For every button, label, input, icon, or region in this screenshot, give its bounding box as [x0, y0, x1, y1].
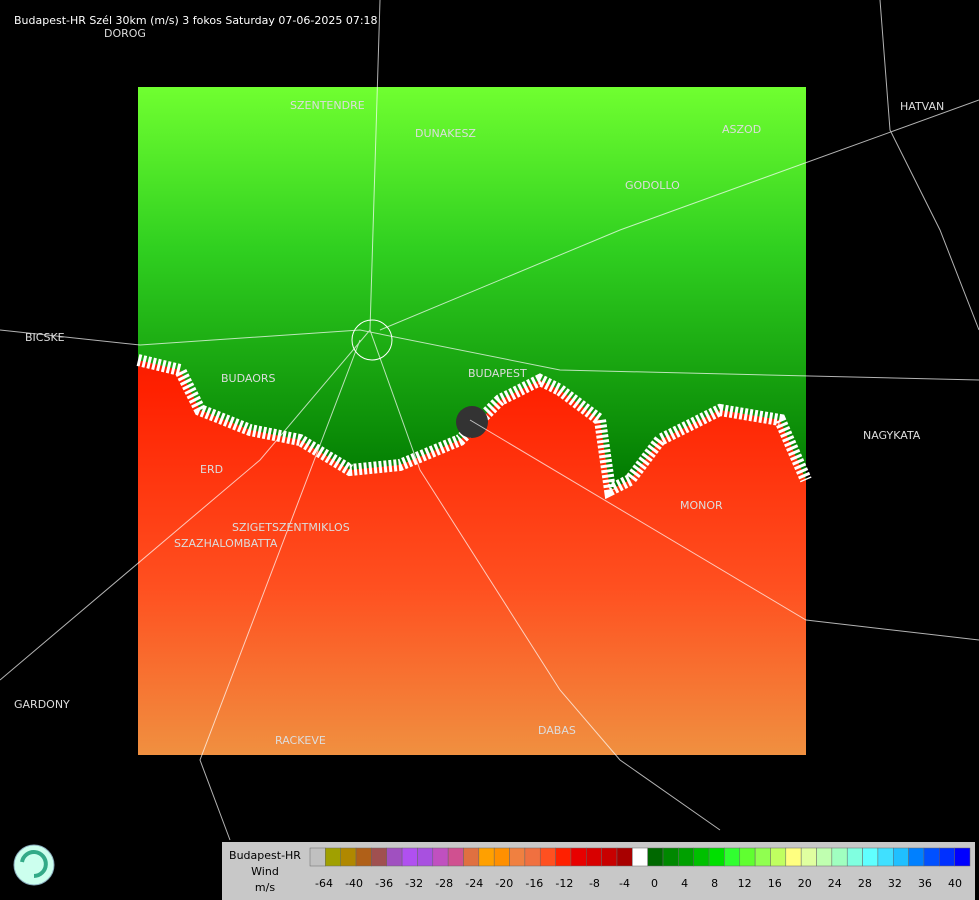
town-label: DABAS	[538, 724, 576, 737]
town-label: DUNAKESZ	[415, 127, 476, 140]
town-label: SZAZHALOMBATTA	[174, 537, 278, 550]
color-cell	[908, 847, 925, 867]
color-cell	[662, 847, 679, 867]
color-cell	[616, 847, 633, 867]
color-cell	[355, 847, 372, 867]
color-cell	[432, 847, 449, 867]
town-label: NAGYKATA	[863, 429, 921, 442]
color-tick-label: -16	[525, 877, 543, 890]
color-cell	[893, 847, 909, 867]
color-cell	[570, 847, 587, 867]
color-tick-label: 4	[681, 877, 688, 890]
color-cell	[678, 847, 694, 867]
color-cell	[325, 847, 341, 867]
color-cell	[831, 847, 848, 867]
color-tick-label: -8	[589, 877, 600, 890]
color-tick-label: -36	[375, 877, 393, 890]
color-cell	[478, 847, 495, 867]
color-tick-label: -40	[345, 877, 363, 890]
color-tick-label: -64	[315, 877, 333, 890]
color-cell	[493, 847, 510, 867]
color-cell	[647, 847, 664, 867]
town-label: ERD	[200, 463, 223, 476]
town-label: DOROG	[104, 27, 146, 40]
color-tick-label: -32	[405, 877, 423, 890]
radar-site	[456, 406, 488, 438]
color-tick-label: 20	[798, 877, 812, 890]
color-cell	[693, 847, 710, 867]
town-label: ASZOD	[722, 123, 761, 136]
color-cell	[862, 847, 879, 867]
color-tick-label: 24	[828, 877, 842, 890]
color-cell	[954, 847, 971, 867]
ring-road	[351, 319, 393, 361]
color-cell	[555, 847, 572, 867]
color-tick-label: -4	[619, 877, 630, 890]
color-cell	[401, 847, 418, 867]
town-label: BUDAORS	[221, 372, 276, 385]
color-cell	[923, 847, 940, 867]
roads	[0, 0, 979, 841]
color-cell	[386, 847, 403, 867]
color-cell	[877, 847, 894, 867]
color-tick-label: 0	[651, 877, 658, 890]
color-cell	[447, 847, 464, 867]
color-tick-label: -28	[435, 877, 453, 890]
legend-unit: m/s	[255, 881, 275, 894]
town-label: SZIGETSZENTMIKLOS	[232, 521, 350, 534]
logo-swirl	[20, 850, 48, 878]
color-cell	[708, 847, 725, 867]
town-label: RACKEVE	[275, 734, 326, 747]
legend-quantity: Wind	[251, 865, 279, 878]
town-label: BICSKE	[25, 331, 65, 344]
color-tick-label: 16	[768, 877, 782, 890]
title: Budapest-HR Szél 30km (m/s) 3 fokos Satu…	[14, 14, 378, 27]
color-cell	[785, 847, 802, 867]
color-cell	[524, 847, 541, 867]
color-tick-label: 12	[738, 877, 752, 890]
town-label: MONOR	[680, 499, 723, 512]
town-label: GARDONY	[14, 698, 70, 711]
color-tick-label: 40	[948, 877, 962, 890]
radar-positive	[138, 87, 806, 490]
color-tick-label: -20	[495, 877, 513, 890]
color-cell	[800, 847, 817, 867]
color-cell	[309, 847, 326, 867]
color-tick-label: 28	[858, 877, 872, 890]
color-cell	[340, 847, 357, 867]
town-label: BUDAPEST	[468, 367, 527, 380]
color-tick-label: 36	[918, 877, 932, 890]
color-cell	[586, 847, 602, 867]
town-label: SZENTENDRE	[290, 99, 365, 112]
color-cell	[816, 847, 833, 867]
color-cell	[601, 847, 618, 867]
color-cell	[939, 847, 955, 867]
color-cell	[846, 847, 863, 867]
color-cell	[770, 847, 787, 867]
color-tick-label: 32	[888, 877, 902, 890]
legend-station: Budapest-HR	[229, 849, 301, 862]
town-label: GODOLLO	[625, 179, 680, 192]
color-tick-label: -24	[465, 877, 483, 890]
town-label: HATVAN	[900, 100, 944, 113]
color-cell	[739, 847, 756, 867]
color-cell	[632, 847, 648, 867]
color-tick-label: 8	[711, 877, 718, 890]
color-cell	[417, 847, 434, 867]
color-cell	[371, 847, 387, 867]
color-tick-label: -12	[555, 877, 573, 890]
color-cell	[509, 847, 526, 867]
color-cell	[754, 847, 771, 867]
color-cell	[463, 847, 480, 867]
color-cell	[724, 847, 741, 867]
color-cell	[539, 847, 556, 867]
zero-line	[136, 354, 812, 500]
